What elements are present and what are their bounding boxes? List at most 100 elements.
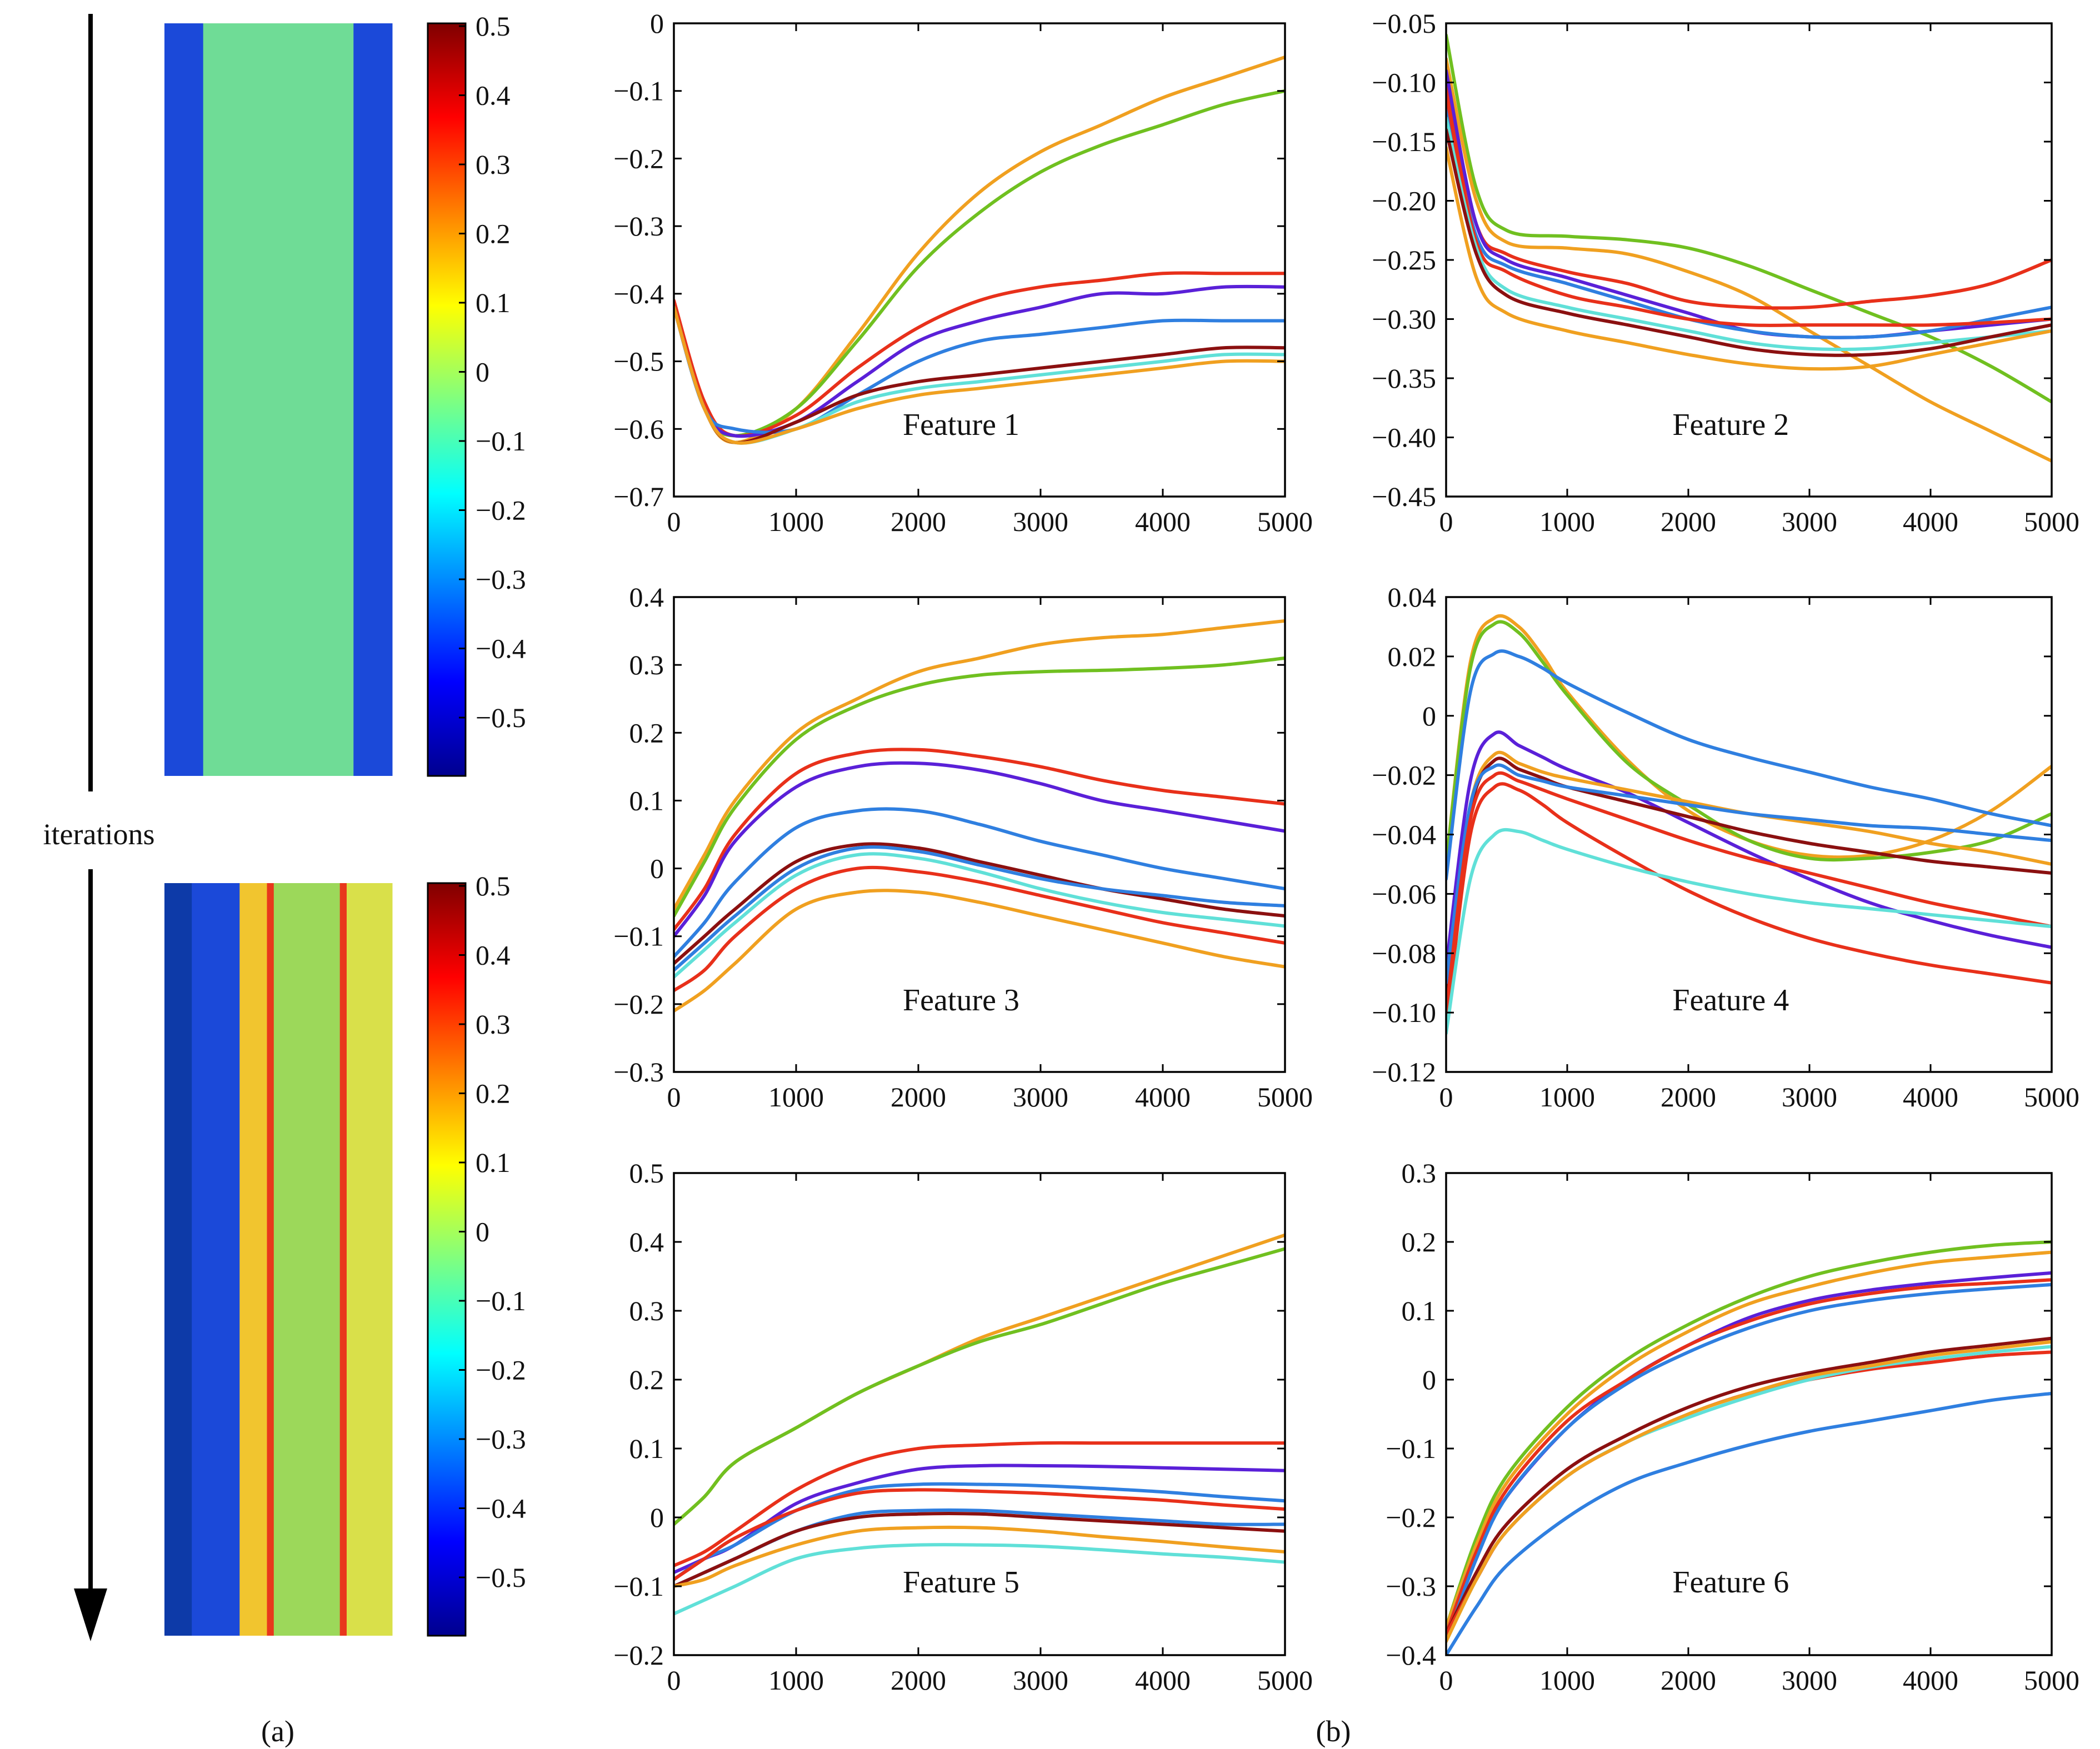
- x-tick-label: 5000: [2024, 1665, 2079, 1696]
- x-tick-label: 4000: [1903, 1081, 1958, 1112]
- plot-frame: [673, 22, 1286, 498]
- y-tick-label: −0.1: [613, 921, 664, 952]
- x-tick-label: 1000: [1539, 506, 1595, 537]
- series-line-6: [1446, 92, 2052, 327]
- series-line-5: [674, 807, 1285, 959]
- x-tick-label: 3000: [1782, 1665, 1837, 1696]
- y-tick-label: −0.04: [1372, 819, 1436, 850]
- series-line-5: [1446, 1282, 2052, 1643]
- colorbar-tick-label: 0.3: [476, 1009, 511, 1040]
- x-tick-label: 0: [1439, 506, 1453, 537]
- x-tick-label: 0: [667, 1665, 681, 1696]
- x-tick-label: 4000: [1135, 506, 1191, 537]
- y-tick-label: 0.04: [1388, 582, 1437, 613]
- y-tick-label: −0.10: [1372, 997, 1436, 1028]
- x-tick-label: 2000: [1661, 506, 1716, 537]
- x-tick-label: 1000: [768, 506, 824, 537]
- colorbar-tick-label: −0.1: [476, 1285, 526, 1316]
- y-tick-label: −0.2: [613, 143, 664, 174]
- series-line-4: [1446, 1278, 2052, 1636]
- y-tick-label: −0.08: [1372, 938, 1436, 969]
- y-tick-label: 0.4: [629, 582, 664, 613]
- series-line-6: [674, 842, 1285, 965]
- feature-label: Feature 6: [1672, 1565, 1789, 1600]
- x-tick-label: 0: [667, 1081, 681, 1112]
- heatmap-stripe: [353, 23, 393, 776]
- y-tick-label: −0.06: [1372, 878, 1436, 909]
- series-line-2: [1446, 620, 2052, 866]
- series-line-2: [674, 1247, 1285, 1526]
- x-tick-label: 3000: [1782, 1081, 1837, 1112]
- series-line-9: [674, 1525, 1285, 1588]
- y-tick-label: −0.7: [613, 481, 664, 512]
- colorbar-tick-label: 0.3: [476, 149, 511, 180]
- y-tick-label: 0.1: [629, 1433, 664, 1464]
- heatmap-stripe: [164, 883, 192, 1636]
- colorbar-tick-label: 0.1: [476, 1147, 511, 1178]
- heatmap-top: [164, 23, 393, 776]
- y-tick-label: 0.4: [629, 1226, 664, 1257]
- y-tick-label: −0.15: [1372, 126, 1436, 157]
- y-tick-label: −0.4: [1386, 1640, 1436, 1671]
- feature-label: Feature 3: [903, 983, 1019, 1018]
- x-tick-label: 3000: [1782, 506, 1837, 537]
- series-line-6: [1446, 756, 2052, 1000]
- plot-frame: [673, 1172, 1286, 1656]
- y-tick-label: 0.3: [629, 1295, 664, 1326]
- y-tick-label: −0.3: [1386, 1571, 1436, 1602]
- series-line-7: [1446, 763, 2052, 985]
- iterations-arrow: [74, 14, 107, 1641]
- y-tick-label: −0.02: [1372, 760, 1436, 791]
- colorbar-tick-label: −0.4: [476, 633, 526, 664]
- series-line-8: [1446, 128, 2052, 357]
- x-tick-label: 0: [1439, 1081, 1453, 1112]
- x-tick-label: 4000: [1903, 506, 1958, 537]
- y-tick-label: −0.5: [613, 346, 664, 377]
- series-line-5: [1446, 750, 2052, 985]
- series-line-9: [1446, 146, 2052, 371]
- y-tick-label: 0: [1422, 700, 1436, 731]
- heatmap-stripe: [203, 23, 354, 776]
- x-tick-label: 1000: [768, 1665, 824, 1696]
- series-line-3: [674, 748, 1285, 931]
- heatmap-bottom: [164, 883, 393, 1636]
- x-tick-label: 3000: [1013, 1665, 1068, 1696]
- x-tick-label: 0: [1439, 1665, 1453, 1696]
- colorbar-tick-label: −0.4: [476, 1493, 526, 1524]
- series-line-8: [674, 852, 1285, 979]
- series-line-3: [674, 1441, 1285, 1567]
- y-tick-label: 0: [1422, 1364, 1436, 1395]
- y-tick-label: 0.2: [629, 717, 664, 748]
- y-tick-label: −0.2: [613, 1640, 664, 1671]
- x-tick-label: 4000: [1135, 1081, 1191, 1112]
- y-tick-label: −0.2: [613, 989, 664, 1020]
- series-line-2: [674, 656, 1285, 918]
- series-line-2: [1446, 1250, 2052, 1630]
- x-tick-label: 5000: [1257, 1665, 1313, 1696]
- feature-label: Feature 1: [903, 408, 1019, 442]
- y-tick-label: 0.02: [1388, 641, 1437, 672]
- series-line-2: [674, 89, 1285, 438]
- heatmap-stripe: [192, 883, 240, 1636]
- heatmap-stripe: [267, 883, 274, 1636]
- series-line-5: [674, 1482, 1285, 1581]
- plot-frame: [673, 596, 1286, 1073]
- series-line-8: [674, 1512, 1285, 1588]
- series-line-1: [674, 1233, 1285, 1526]
- colorbar-gradient: [427, 882, 467, 1637]
- y-tick-label: −0.1: [613, 76, 664, 107]
- series-line-3: [1446, 649, 2052, 881]
- x-tick-label: 5000: [2024, 506, 2079, 537]
- y-tick-label: −0.10: [1372, 67, 1436, 98]
- x-tick-label: 2000: [891, 506, 946, 537]
- colorbar-tick-label: 0.4: [476, 940, 511, 971]
- y-tick-label: 0.5: [629, 1157, 664, 1189]
- y-tick-label: 0.1: [629, 785, 664, 816]
- plot-frame: [1445, 1172, 2053, 1656]
- panel-label-a: (a): [261, 1715, 294, 1748]
- series-line-8: [1446, 771, 2052, 1015]
- x-tick-label: 5000: [1257, 1081, 1313, 1112]
- series-line-1: [674, 619, 1285, 911]
- x-tick-label: 4000: [1135, 1665, 1191, 1696]
- y-tick-label: −0.25: [1372, 244, 1436, 275]
